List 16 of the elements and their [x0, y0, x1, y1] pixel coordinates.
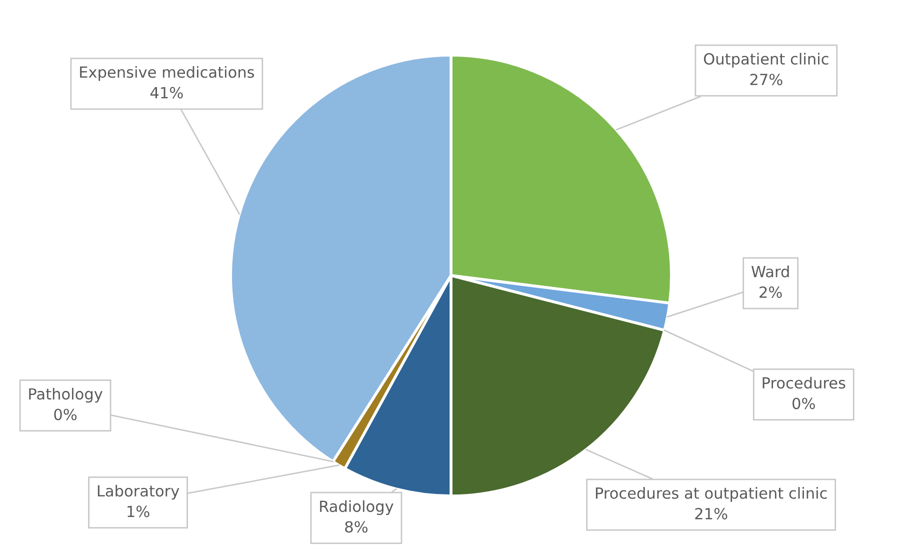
category-label: Procedures — [762, 376, 846, 389]
data-label: 8% — [345, 521, 368, 533]
slice-label: Outpatient clinic — [704, 52, 828, 68]
data-label: 27% — [750, 74, 782, 86]
data-label: 2% — [760, 286, 782, 298]
data-label: 1% — [128, 506, 150, 518]
slice-label: Expensive medications — [80, 66, 254, 81]
data-label: 21% — [695, 508, 728, 520]
slice-label: Radiology — [320, 500, 394, 516]
slice-label: Procedures at outpatient clinic — [596, 487, 827, 502]
data-label: 41% — [150, 86, 183, 98]
slice-label: Ward — [751, 266, 789, 278]
slice-label: Laboratory — [98, 484, 180, 500]
text: 0% — [792, 398, 815, 410]
text: 0% — [54, 408, 77, 420]
category-label: Pathology — [29, 388, 102, 403]
